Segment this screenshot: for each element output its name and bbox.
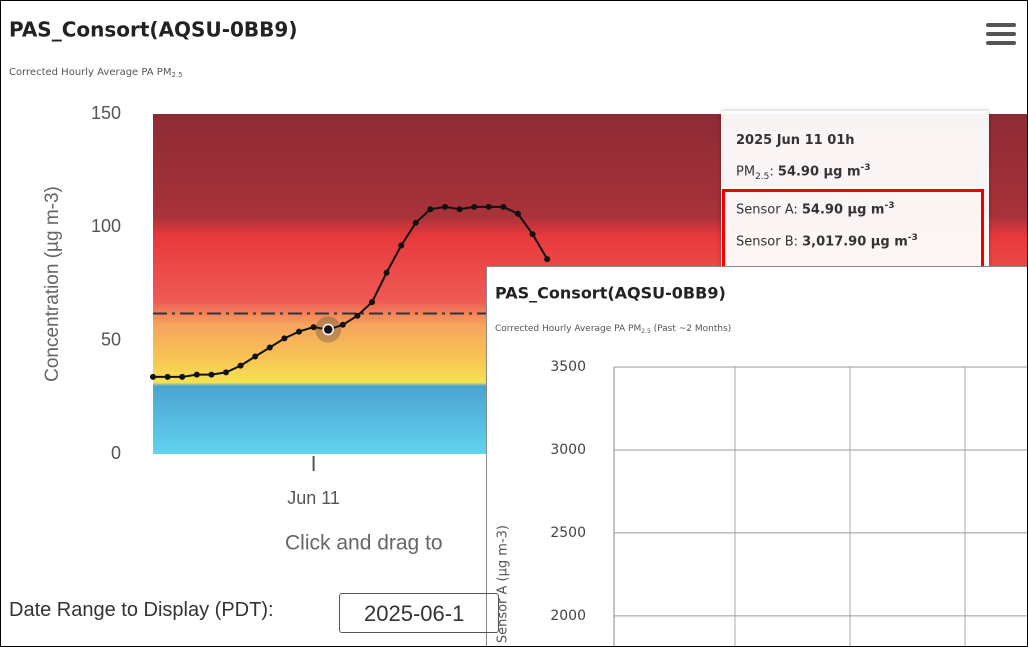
pm-value: 54.90 µg m — [777, 164, 861, 180]
point — [500, 203, 507, 210]
point — [529, 231, 536, 238]
point — [266, 344, 273, 351]
point — [252, 353, 259, 360]
point — [150, 373, 156, 380]
date-range-input[interactable]: 2025-06-1 — [339, 593, 499, 633]
menu-icon[interactable] — [986, 23, 1016, 45]
title: PAS_Consort(AQSU-0BB9) — [9, 18, 297, 42]
point — [369, 299, 375, 306]
inset-subtitle: Corrected Hourly Average PA PM2.5 (Past … — [495, 324, 731, 335]
point — [164, 373, 171, 380]
y-tick-label: 3500 — [550, 359, 586, 375]
y-tick-label: 100 — [91, 216, 121, 236]
series-line — [153, 205, 549, 378]
point — [193, 371, 200, 378]
inset-chart: PAS_Consort(AQSU-0BB9) Corrected Hourly … — [495, 284, 1027, 646]
y-tick-label: 2500 — [550, 525, 586, 541]
sensor-b-value: 3,017.90 µg m — [802, 234, 908, 250]
pm-label: PM — [736, 164, 756, 180]
sensor-a-exp: -3 — [884, 201, 895, 211]
sensor-b-exp: -3 — [907, 233, 918, 243]
point — [544, 256, 551, 263]
highlight-box — [722, 189, 984, 271]
y-tick-label: 2000 — [550, 608, 586, 624]
tooltip-sensor-a: Sensor A: 54.90 µg m-3 — [736, 201, 894, 217]
sensor-a-value: 54.90 µg m — [801, 202, 885, 218]
point — [471, 203, 478, 210]
point — [310, 324, 317, 331]
point — [296, 328, 302, 335]
point — [179, 373, 186, 380]
tooltip-title: 2025 Jun 11 01h — [736, 133, 855, 148]
y-axis-label: Concentration (µg m-3) — [42, 186, 63, 382]
pm-exp: -3 — [860, 163, 871, 173]
sensor-b-label: Sensor B: — [736, 234, 803, 250]
inset-subtitle-sub: 2.5 — [641, 328, 651, 335]
point — [427, 206, 434, 213]
inset-subtitle-text: Corrected Hourly Average PA PM — [495, 324, 641, 334]
tooltip-pm: PM2.5: 54.90 µg m-3 — [736, 163, 871, 182]
tooltip-sensor-b: Sensor B: 3,017.90 µg m-3 — [736, 233, 918, 249]
inset-y-label: Sensor A (µg m-3) — [496, 525, 511, 643]
inset-subtitle-tail: (Past ~2 Months) — [651, 324, 732, 334]
x-tick-label: Jun 11 — [287, 488, 340, 508]
inset-title: PAS_Consort(AQSU-0BB9) — [495, 284, 726, 303]
pm-sub: 2.5 — [755, 171, 770, 182]
point — [383, 269, 390, 276]
inset-window: PAS_Consort(AQSU-0BB9) Corrected Hourly … — [486, 266, 1027, 646]
point — [237, 362, 244, 369]
point — [456, 206, 463, 213]
point — [223, 369, 229, 376]
date-range-label: Date Range to Display (PDT): — [9, 599, 274, 621]
subtitle-sub: 2.5 — [171, 71, 182, 79]
point — [281, 335, 288, 342]
point — [339, 321, 346, 328]
pm-sep: : — [769, 164, 778, 180]
point — [398, 242, 405, 249]
point — [412, 219, 419, 226]
sensor-a-label: Sensor A: — [736, 202, 802, 218]
subtitle: Corrected Hourly Average PA PM2.5 — [9, 67, 183, 79]
point — [485, 203, 492, 210]
y-tick-label: 50 — [101, 329, 121, 349]
y-tick-label: 150 — [91, 103, 121, 123]
point — [515, 210, 521, 217]
caption: Click and drag to — [285, 532, 443, 555]
point — [322, 323, 334, 336]
y-tick-label: 3000 — [550, 442, 586, 458]
point — [442, 203, 448, 210]
y-tick-label: 0 — [111, 443, 121, 463]
point — [354, 312, 361, 319]
point — [208, 371, 215, 378]
subtitle-text: Corrected Hourly Average PA PM — [9, 67, 171, 78]
